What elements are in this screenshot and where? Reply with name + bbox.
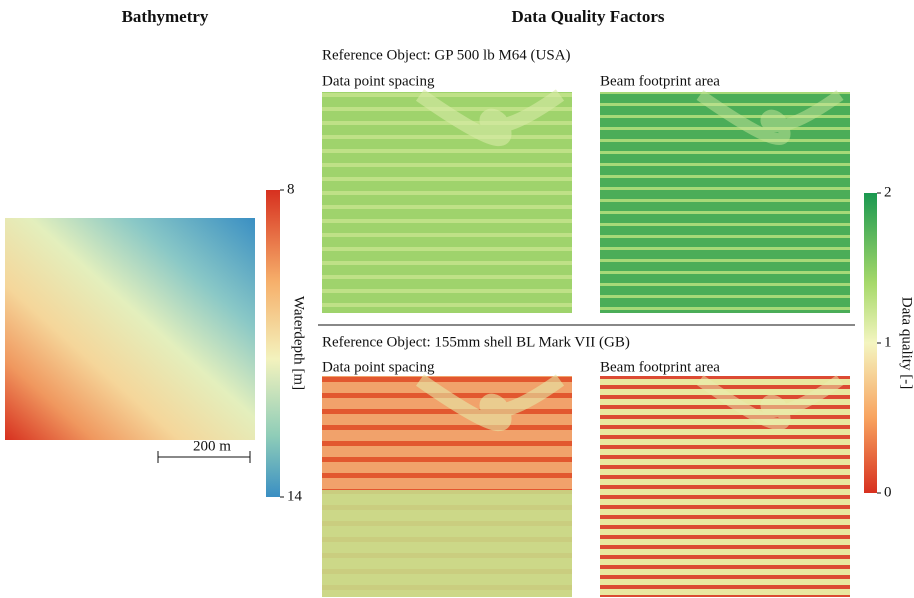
colorbar — [864, 193, 877, 493]
colorbar-tick-label: 2 — [884, 184, 892, 200]
reference-label: Reference Object: GP 500 lb M64 (USA) — [322, 47, 571, 63]
scale-label: 200 m — [193, 438, 231, 454]
quality-map — [322, 92, 572, 313]
panel-label: Data point spacing — [322, 73, 435, 89]
track — [696, 90, 844, 145]
quality-map — [600, 376, 850, 597]
panel-label: Data point spacing — [322, 359, 435, 375]
panel-title: Bathymetry — [122, 7, 209, 26]
colorbar — [266, 190, 280, 497]
colorbar-label: Data quality [-] — [899, 297, 914, 389]
track — [696, 375, 844, 430]
panel-label: Beam footprint area — [600, 359, 720, 375]
panel-label: Beam footprint area — [600, 73, 720, 89]
colorbar-tick-label: 0 — [884, 484, 892, 500]
quality-map — [600, 92, 850, 313]
colorbar-tick-label: 1 — [884, 334, 892, 350]
colorbar-tick-label: 14 — [287, 488, 303, 504]
quality-map — [322, 490, 572, 597]
panel-title: Data Quality Factors — [512, 7, 665, 26]
track — [415, 374, 565, 431]
track — [415, 89, 565, 146]
colorbar-tick-label: 8 — [287, 181, 295, 197]
bathymetry-map — [5, 218, 255, 440]
colorbar-label: Waterdepth [m] — [291, 296, 307, 390]
reference-label: Reference Object: 155mm shell BL Mark VI… — [322, 334, 630, 350]
